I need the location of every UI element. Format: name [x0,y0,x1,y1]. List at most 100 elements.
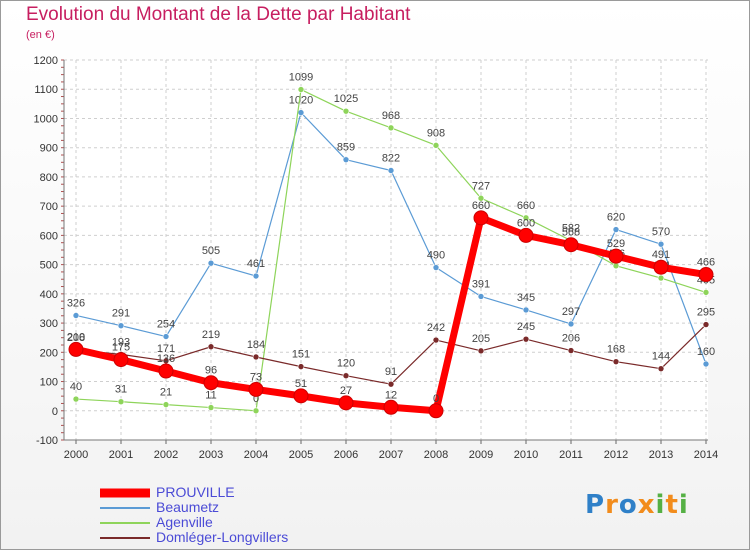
data-point [162,401,170,408]
data-label: 73 [250,371,262,383]
data-point [117,398,125,406]
data-point [612,226,620,233]
data-point [158,363,174,379]
data-label: 120 [337,358,355,370]
proxiti-logo: Proxiti [585,490,689,520]
data-label: 184 [247,339,265,351]
data-point [162,333,170,340]
data-point [522,306,530,314]
data-point [203,375,219,391]
data-label: 12 [385,389,397,401]
data-label: 490 [427,250,445,262]
data-point [473,210,489,226]
data-point [522,335,530,343]
y-tick-label: 0 [52,406,58,418]
data-point [612,358,620,365]
legend-item: Agenville [156,514,213,530]
data-point [518,227,534,243]
data-point [117,322,125,330]
y-tick-label: 500 [40,260,58,272]
legend-item: Beaumetz [156,499,220,515]
data-point [702,321,710,328]
data-point [522,214,530,222]
data-point [387,124,395,132]
data-label: 96 [205,365,217,377]
data-point [567,347,575,354]
data-point [72,395,80,403]
y-tick-label: 100 [40,377,58,389]
logo-letter: i [655,490,666,520]
data-label: 242 [427,322,445,334]
data-label: 40 [70,381,82,393]
data-point [653,259,669,275]
data-label: 210 [67,331,85,343]
data-label: 908 [427,127,445,139]
logo-letter: P [585,490,606,520]
data-point [68,341,84,357]
data-label: 727 [472,180,490,192]
data-label: 295 [697,307,715,319]
data-label: 208 [67,332,85,344]
data-label: 205 [472,333,490,345]
data-label: 27 [340,385,352,397]
data-label: 568 [562,227,580,239]
logo-letter: x [637,490,656,520]
x-tick-label: 2004 [244,449,268,461]
data-point [657,240,665,248]
data-point [657,365,665,372]
data-label: 219 [202,329,220,341]
x-tick-label: 2009 [469,449,493,461]
x-tick-label: 2002 [154,449,178,461]
data-label: 968 [382,110,400,122]
x-tick-label: 2010 [514,449,538,461]
chart-subtitle: (en €) [26,29,55,41]
y-tick-label: 900 [40,143,58,155]
y-tick-label: 800 [40,172,58,184]
y-tick-label: 400 [40,289,58,301]
x-tick-label: 2001 [109,449,133,461]
data-label: 600 [517,217,535,229]
x-tick-label: 2014 [694,449,718,461]
x-tick-label: 2000 [64,449,88,461]
data-label: 297 [562,306,580,318]
data-label: 859 [337,142,355,154]
data-label: 1099 [289,72,313,84]
x-tick-label: 2011 [559,449,583,461]
data-label: 245 [517,321,535,333]
data-point [612,262,620,270]
data-point [297,363,305,370]
data-label: 466 [697,257,715,269]
data-point [113,352,129,368]
data-label: 291 [112,308,130,320]
data-label: 171 [157,343,175,355]
x-tick-label: 2007 [379,449,403,461]
data-point [698,267,714,283]
data-point [387,380,395,388]
logo-letter: o [618,490,638,520]
data-label: 505 [202,245,220,257]
data-point [432,336,440,344]
x-tick-label: 2003 [199,449,223,461]
data-label: 0 [433,393,439,405]
data-point [383,399,399,415]
data-label: 254 [157,319,175,331]
logo-letter: i [678,490,689,520]
y-tick-label: -100 [36,435,58,447]
data-label: 461 [247,258,265,270]
data-label: 529 [607,238,625,250]
data-label: 0 [253,393,259,405]
data-label: 345 [517,292,535,304]
data-point [342,372,350,379]
data-point [477,293,485,300]
data-point [608,248,624,264]
y-tick-label: 300 [40,318,58,330]
logo-letter: t [665,490,679,520]
data-label: 822 [382,152,400,164]
data-label: 1025 [334,93,358,105]
data-label: 1020 [289,95,313,107]
x-tick-label: 2013 [649,449,673,461]
data-point [428,403,444,419]
data-point [387,167,395,174]
data-label: 151 [292,349,310,361]
data-point [207,343,215,351]
